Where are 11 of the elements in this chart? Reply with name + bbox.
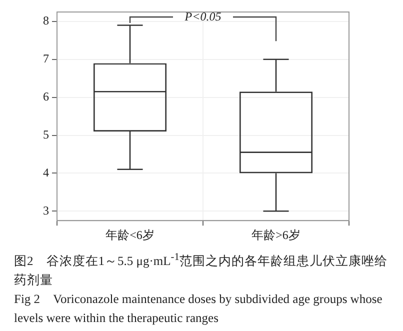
x-tick-label: 年龄>6岁 (252, 228, 300, 242)
y-tick-label: 5 (43, 127, 49, 142)
y-tick-label: 7 (43, 52, 49, 66)
annotation: P<0.05 (184, 10, 222, 25)
y-tick-label: 8 (43, 14, 49, 28)
y-tick-label: 3 (43, 203, 49, 218)
text: 图2 谷浓度在1～5.5 μg·mL$^{-1}$范围之内的各年龄组患儿伏立康唑给药剂量 (14, 252, 388, 288)
x-tick-label: 年龄<6岁 (106, 228, 154, 242)
y-tick-label: 6 (43, 89, 49, 104)
y-tick-label: 4 (43, 165, 49, 180)
caption: Fig 2 Voriconazole maintenance doses by subdivided age groups whose levels were within the therapeutic ranges (14, 291, 384, 328)
